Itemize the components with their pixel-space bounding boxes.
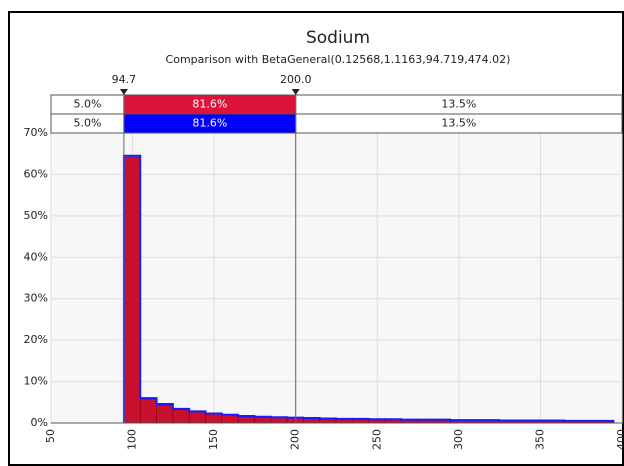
bar <box>319 418 337 424</box>
y-tick-label: 40% <box>24 250 48 263</box>
y-tick-label: 60% <box>24 167 48 180</box>
x-tick-label: 400 <box>615 429 624 450</box>
delimiter-label: 94.7 <box>112 73 137 86</box>
bar <box>123 156 141 424</box>
plot-area <box>50 132 623 424</box>
bar <box>303 418 320 424</box>
bar <box>156 404 174 424</box>
bar <box>188 411 206 424</box>
bar <box>254 416 272 424</box>
band-label: 81.6% <box>192 98 227 111</box>
fit-line <box>122 154 615 423</box>
bar <box>237 416 255 424</box>
bar <box>172 409 190 424</box>
y-tick-label: 10% <box>24 375 48 388</box>
band-label: 13.5% <box>441 117 476 130</box>
delimiter-label: 200.0 <box>280 73 312 86</box>
x-tick-label: 200 <box>289 429 302 450</box>
y-tick-label: 30% <box>24 292 48 305</box>
bar <box>221 414 239 424</box>
y-tick-label: 0% <box>31 416 48 429</box>
chart-subtitle: Comparison with BetaGeneral(0.12568,1.11… <box>166 53 511 66</box>
y-tick-label: 50% <box>24 209 48 222</box>
band-label: 81.6% <box>192 117 227 130</box>
delimiter-marker <box>291 89 300 95</box>
delimiter-marker <box>119 89 128 95</box>
y-tick-label: 20% <box>24 333 48 346</box>
band-label: 5.0% <box>73 117 101 130</box>
band-label: 5.0% <box>73 98 101 111</box>
bar <box>139 398 157 424</box>
x-tick-label: 150 <box>207 429 220 450</box>
x-tick-label: 100 <box>126 429 139 450</box>
bar <box>270 417 288 424</box>
x-tick-label: 300 <box>452 429 465 450</box>
x-tick-label: 250 <box>370 429 383 450</box>
chart-title: Sodium <box>306 28 370 48</box>
band-label: 13.5% <box>441 98 476 111</box>
bar <box>205 413 223 424</box>
x-tick-label: 50 <box>44 429 57 443</box>
y-tick-label: 70% <box>24 126 48 139</box>
x-tick-label: 350 <box>533 429 546 450</box>
